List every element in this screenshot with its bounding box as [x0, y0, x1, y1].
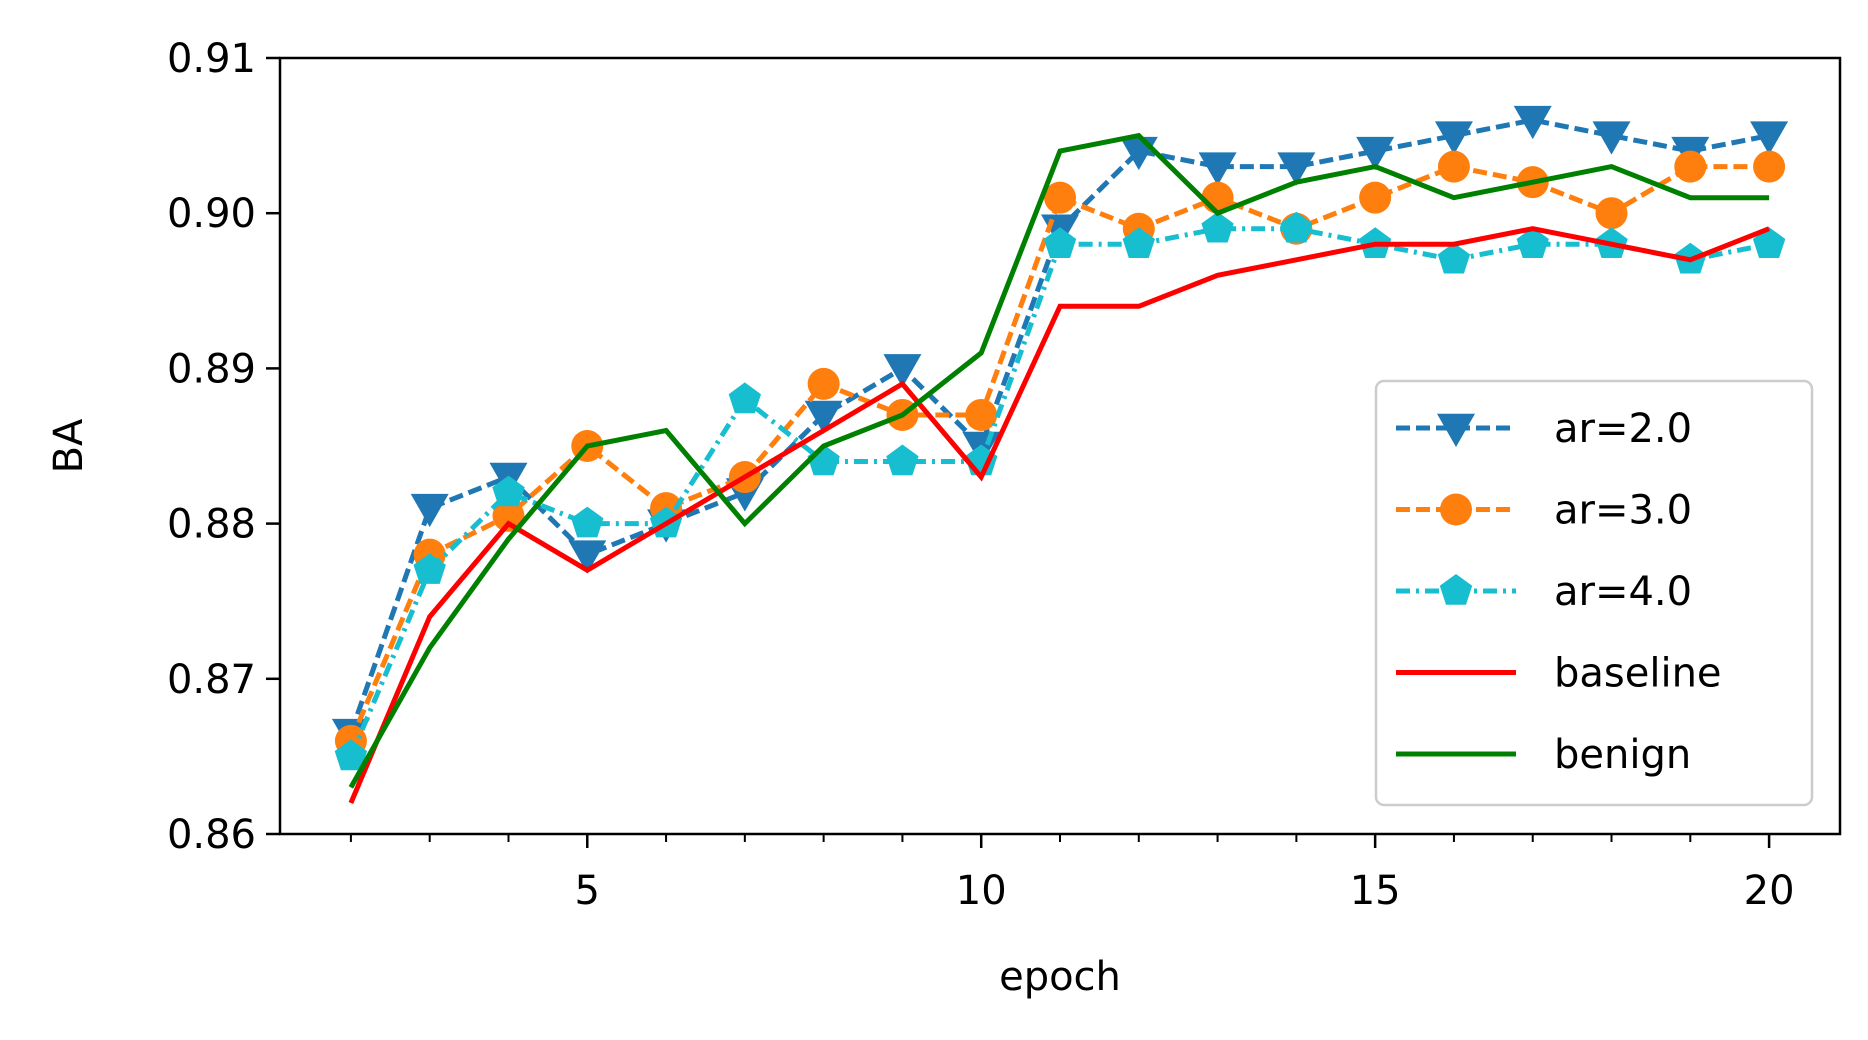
- data-point: [1592, 121, 1631, 155]
- data-point: [1752, 227, 1786, 258]
- data-point: [807, 367, 840, 400]
- series-line: [348, 132, 1770, 789]
- data-point: [410, 493, 449, 528]
- legend-entry: ar=4.0: [1396, 569, 1692, 615]
- data-point: [1440, 493, 1472, 526]
- legend-entry: baseline: [1396, 651, 1722, 697]
- y-tick-label: 0.90: [167, 191, 256, 237]
- data-point: [492, 475, 525, 507]
- data-point: [1674, 150, 1707, 183]
- data-point: [965, 398, 998, 431]
- data-point: [1198, 152, 1237, 186]
- legend: ar=2.0 ar=3.0 ar=4.0 baseline benign: [1374, 379, 1814, 807]
- data-point: [568, 540, 607, 574]
- data-point: [1516, 227, 1549, 258]
- y-tick-label: 0.89: [167, 346, 256, 392]
- x-tick-label: 20: [1744, 868, 1795, 914]
- data-point: [1277, 152, 1316, 186]
- y-tick-label: 0.91: [167, 36, 256, 82]
- data-point: [1439, 574, 1473, 605]
- y-tick-label: 0.88: [167, 502, 256, 548]
- data-point: [1513, 105, 1552, 140]
- y-tick-label: 0.86: [167, 812, 256, 858]
- legend-label: ar=4.0: [1554, 569, 1692, 615]
- series-line: [348, 226, 1771, 804]
- legend-box: [1374, 379, 1814, 807]
- x-tick-label: 15: [1350, 868, 1401, 914]
- data-point: [1437, 413, 1475, 447]
- series-benign: [348, 132, 1770, 789]
- series-ar=4.0: [334, 211, 1786, 771]
- data-point: [1750, 121, 1789, 155]
- data-point: [1201, 211, 1234, 243]
- data-point: [1434, 121, 1473, 155]
- data-point: [1753, 150, 1786, 183]
- data-point: [1280, 211, 1313, 243]
- x-axis-label: epoch: [999, 954, 1121, 1000]
- data-point: [1122, 227, 1155, 258]
- data-point: [1356, 136, 1395, 171]
- data-point: [571, 506, 604, 538]
- data-point: [886, 444, 919, 476]
- data-point: [413, 553, 446, 584]
- legend-label: benign: [1554, 732, 1691, 778]
- data-point: [1437, 150, 1470, 183]
- data-point: [1044, 181, 1076, 214]
- data-point: [1595, 197, 1628, 230]
- x-tick-label: 5: [575, 868, 600, 914]
- legend-entry: ar=2.0: [1396, 406, 1692, 452]
- data-point: [804, 400, 843, 434]
- data-point: [1437, 242, 1471, 274]
- y-axis-label: BA: [46, 418, 92, 473]
- axis-ticks: 0.86 0.87 0.88 0.89 0.90 0.91 5 10 15 20: [167, 36, 1795, 914]
- data-point: [883, 354, 922, 388]
- legend-label: baseline: [1554, 651, 1722, 697]
- series-layer: [331, 105, 1789, 804]
- x-tick-label: 10: [956, 868, 1007, 914]
- data-point: [1043, 227, 1077, 258]
- legend-label: ar=2.0: [1554, 406, 1692, 452]
- data-point: [334, 739, 368, 771]
- legend-label: ar=3.0: [1554, 488, 1692, 534]
- series-baseline: [348, 226, 1771, 804]
- data-point: [728, 382, 761, 414]
- legend-entry: ar=3.0: [1396, 488, 1692, 534]
- data-point: [492, 499, 525, 532]
- data-point: [1359, 181, 1392, 214]
- y-tick-label: 0.87: [167, 657, 256, 703]
- legend-entry: benign: [1396, 732, 1691, 778]
